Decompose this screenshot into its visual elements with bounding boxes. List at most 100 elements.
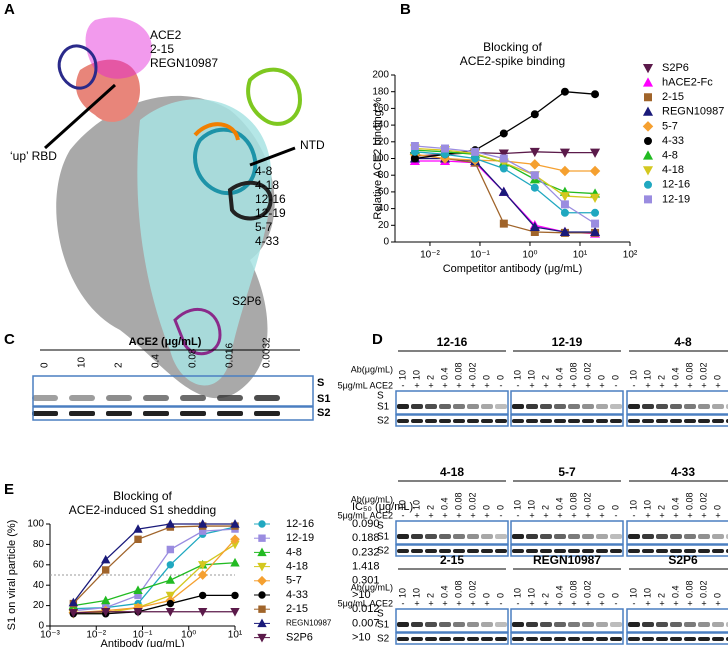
lane-label: 0.02	[467, 492, 477, 510]
lane-label: 0	[481, 375, 491, 380]
lane-label: 2	[540, 505, 550, 510]
lane-label: 2	[656, 593, 666, 598]
structure-illustration	[43, 17, 303, 399]
panel-label: E	[4, 481, 14, 498]
lane-label: 0.08	[453, 492, 463, 510]
legend-label: 4-18	[662, 164, 684, 176]
lane-label: 0.0032	[262, 337, 273, 368]
blot-frame	[626, 632, 728, 645]
blot-band	[628, 534, 640, 539]
lane-label: 2	[540, 593, 550, 598]
blot-band	[217, 411, 243, 416]
legend-label: 4-18	[286, 561, 308, 573]
blot-band	[596, 534, 608, 539]
lane-label: 0	[726, 505, 728, 510]
ic50-value: 1.418	[352, 561, 380, 573]
blot-band	[32, 395, 58, 401]
row-label: S1	[377, 532, 390, 543]
lane-label: 0	[726, 375, 728, 380]
x-tick-label: 10²	[623, 250, 638, 261]
structure-label: 12-19	[255, 206, 286, 220]
lane-label: 0.4	[151, 354, 162, 368]
ace2-sign: -	[633, 510, 636, 520]
blot-band	[143, 395, 169, 401]
lane-label: 0.08	[568, 580, 578, 598]
lane-label: 0.4	[554, 497, 564, 510]
data-point	[165, 608, 176, 617]
blot-title: S2P6	[668, 553, 698, 567]
data-point	[590, 148, 601, 158]
row-label: S	[377, 609, 384, 620]
data-point	[166, 561, 175, 569]
structure-label: ACE2	[150, 28, 182, 42]
data-point	[197, 570, 208, 580]
lane-label: 0.02	[698, 362, 708, 380]
spike-cyan	[137, 99, 272, 386]
blot-band	[411, 637, 423, 641]
blot-band	[467, 637, 479, 641]
data-point	[68, 597, 79, 607]
data-point	[499, 164, 508, 173]
lane-label: 0.02	[582, 492, 592, 510]
blot-band	[582, 419, 594, 423]
blot-frame	[626, 414, 728, 427]
data-point	[101, 595, 111, 605]
lane-label: 10	[628, 588, 638, 598]
lane-label: 2	[425, 505, 435, 510]
legend-marker	[257, 618, 267, 628]
blot-band	[642, 404, 654, 409]
ace2-sign: +	[599, 598, 604, 608]
panel-label: A	[4, 1, 15, 18]
data-point	[559, 192, 570, 202]
blot-band	[642, 534, 654, 539]
data-point	[133, 608, 143, 617]
chart-title: Blocking of	[113, 489, 172, 503]
blot-band	[411, 549, 423, 553]
lane-label: 10	[411, 588, 421, 598]
lane-label: 0.08	[568, 492, 578, 510]
blot-band	[106, 395, 132, 401]
pointer-line	[43, 83, 117, 150]
blot-band	[254, 411, 280, 416]
legend-marker	[644, 137, 652, 145]
ace2-sign: +	[456, 510, 461, 520]
ic50-value: 0.012	[352, 603, 380, 615]
legend-label: 12-16	[662, 179, 690, 191]
row-label: S	[377, 521, 384, 532]
data-point	[471, 154, 480, 163]
blot-band	[481, 534, 493, 539]
legend-marker	[257, 633, 267, 643]
data-point	[591, 219, 600, 228]
blot-band	[439, 622, 451, 627]
ace2-sign: +	[470, 598, 475, 608]
legend-label: 5-7	[286, 575, 302, 587]
ace2-sign: +	[470, 380, 475, 390]
ace2-sign: -	[500, 598, 503, 608]
row-label: Ab(μg/mL)	[351, 494, 393, 504]
blot-band	[453, 404, 465, 409]
ic50-value: >10	[352, 632, 371, 644]
row-label: S	[317, 377, 324, 389]
blot-frame	[510, 520, 624, 545]
ace2-sign: +	[571, 510, 576, 520]
blot-band	[397, 404, 409, 409]
ace2-sign: +	[557, 598, 562, 608]
blot-band	[540, 622, 552, 627]
y-tick-label: 40	[33, 580, 45, 591]
structure-label: S2P6	[232, 294, 262, 308]
blot-frame	[510, 544, 624, 557]
blot-band	[684, 404, 696, 409]
ace2-surface	[85, 17, 152, 79]
blot-band	[712, 419, 724, 423]
blot-band	[69, 395, 95, 401]
blot-band	[495, 419, 507, 423]
lane-label: 2	[656, 505, 666, 510]
lane-label: 0	[610, 375, 620, 380]
antibody-ribbon	[173, 307, 222, 356]
blot-title: 4-8	[674, 335, 692, 349]
x-axis-label: Competitor antibody (μg/mL)	[443, 263, 583, 275]
x-tick-label: 10⁰	[522, 250, 537, 261]
structure-label: REGN10987	[150, 56, 218, 70]
blot-band	[628, 637, 640, 641]
blot-title: 5-7	[558, 465, 576, 479]
